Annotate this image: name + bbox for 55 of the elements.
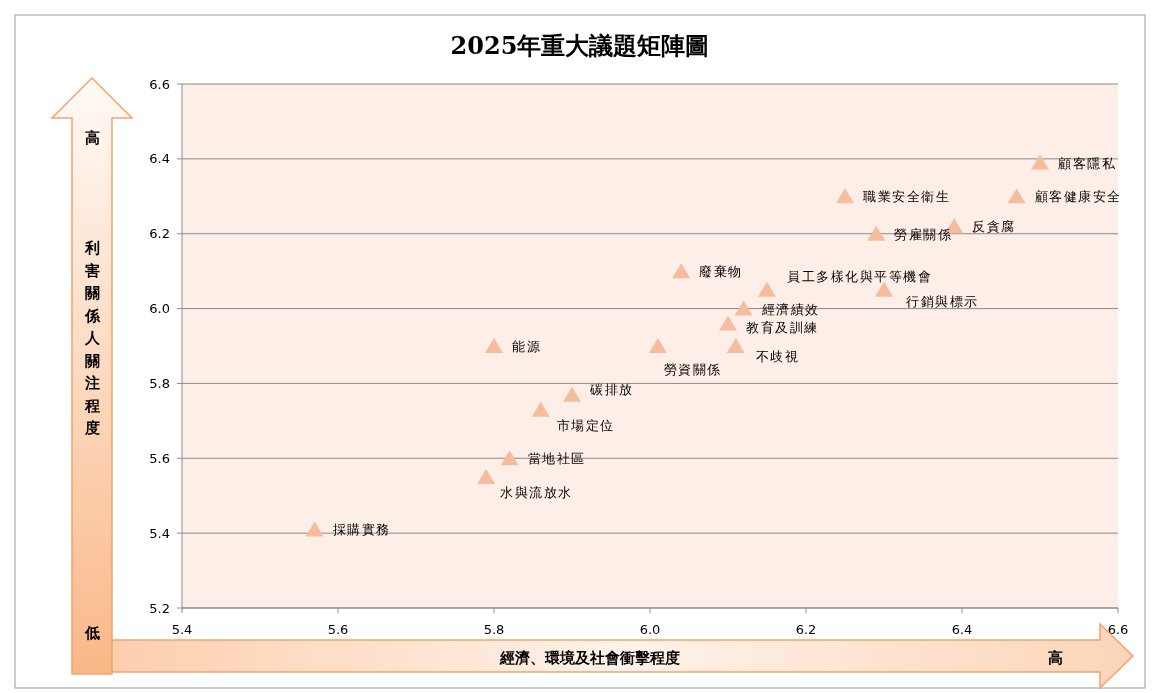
point (563, 386, 581, 402)
y-tick-label: 6.2 (149, 226, 170, 242)
point (531, 401, 550, 417)
annotation: 教育及訓練 (746, 319, 819, 335)
x-tick-label: 5.8 (483, 622, 505, 637)
point (648, 338, 667, 353)
point (1007, 188, 1026, 204)
point (672, 263, 691, 279)
annotation: 採購實務 (332, 522, 391, 538)
x-tick-label: 5.4 (171, 622, 193, 637)
point (734, 300, 753, 316)
y-tick-label: 5.4 (149, 525, 170, 541)
annotation: 顧客健康安全 (1034, 189, 1122, 205)
x-tick-label: 6.0 (639, 622, 661, 637)
point (836, 188, 854, 204)
annotation: 經濟績效 (760, 301, 820, 317)
text: 高 (1047, 649, 1063, 667)
x-tick-label: 5.6 (327, 622, 349, 637)
annotation: 碳排放 (589, 381, 634, 397)
point (477, 469, 496, 484)
text: 高 (84, 129, 100, 147)
y-tick-label: 6.0 (149, 301, 170, 317)
annotation: 能源 (512, 339, 541, 354)
annotation: 行銷與標示 (906, 293, 979, 309)
x-tick-label: 6.2 (795, 622, 817, 637)
x-tick-label: 6.6 (1107, 622, 1129, 637)
y-tick-label: 5.6 (149, 450, 170, 466)
x-tick-label: 6.4 (951, 622, 973, 637)
annotation: 勞雇關係 (894, 226, 953, 242)
chart-title: 2025年重大議題矩陣圖 (450, 31, 710, 60)
y-tick-label: 5.8 (149, 375, 170, 391)
annotation: 反貪腐 (972, 219, 1016, 235)
y-tick-label: 5.2 (149, 600, 170, 616)
point (500, 450, 519, 466)
text: 低 (83, 624, 100, 642)
point (758, 281, 776, 297)
text: 利害關係人關注程度 (84, 239, 100, 437)
point (1031, 154, 1049, 170)
annotation: 勞資關係 (663, 362, 722, 377)
annotation: 水與流放水 (500, 485, 573, 500)
x-axis-title: 經濟、環境及社會衝擊程度 (499, 649, 680, 667)
point (305, 521, 324, 537)
point (726, 338, 745, 353)
annotation: 市場定位 (556, 417, 615, 433)
point (485, 338, 503, 353)
annotation: 員工多樣化與平等機會 (787, 268, 932, 284)
y-tick-label: 6.4 (149, 151, 170, 167)
annotation: 廢棄物 (699, 264, 743, 280)
point (867, 225, 886, 241)
annotation: 顧客隱私 (1058, 155, 1116, 171)
y-tick-label: 6.6 (149, 76, 170, 92)
annotation: 不歧視 (755, 349, 800, 364)
annotation: 當地社區 (527, 451, 586, 467)
annotation: 職業安全衛生 (863, 189, 950, 205)
point (719, 315, 737, 331)
